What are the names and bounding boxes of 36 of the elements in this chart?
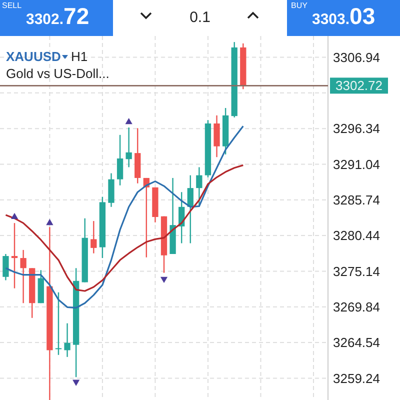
text: Gold vs US-Doll... (6, 66, 110, 81)
y-tick-label: 3280.44 (333, 228, 380, 244)
point (46, 218, 54, 226)
text: XAUUSD (6, 49, 61, 64)
y-tick-label: 3285.74 (333, 192, 380, 208)
y-tick-label: 3296.34 (333, 121, 380, 136)
candlestick (187, 174, 194, 244)
candlestick (90, 220, 97, 254)
candlestick (11, 222, 18, 289)
annotation: H1 (71, 49, 88, 64)
point (72, 380, 80, 386)
point (125, 118, 132, 124)
line-series (4, 164, 244, 292)
candlestick (196, 166, 202, 208)
y-tick-label: 3259.24 (333, 370, 380, 386)
y-tick-label: 3264.54 (333, 335, 380, 350)
candlestick (64, 322, 70, 358)
y-tick-label: 3269.84 (333, 299, 380, 314)
text: BUY (291, 1, 308, 10)
text: 0.1 (190, 9, 210, 26)
candlestick (2, 253, 9, 281)
text: 3303.03 (312, 3, 376, 29)
candlestick (55, 292, 62, 356)
y-tick-label: 3306.94 (333, 50, 380, 65)
text: 3302.72 (26, 3, 90, 29)
candlestick (116, 134, 124, 186)
candlestick (108, 172, 114, 208)
point (10, 212, 18, 220)
y-tick-label: 3291.04 (333, 156, 380, 172)
candlestick (20, 249, 26, 304)
point (160, 276, 168, 284)
y-tick-label: 3275.14 (333, 264, 380, 279)
candlestick (126, 126, 132, 168)
candlestick (214, 114, 220, 158)
ref-line-label: 3302.72 (336, 78, 382, 94)
text: SELL (2, 1, 22, 10)
